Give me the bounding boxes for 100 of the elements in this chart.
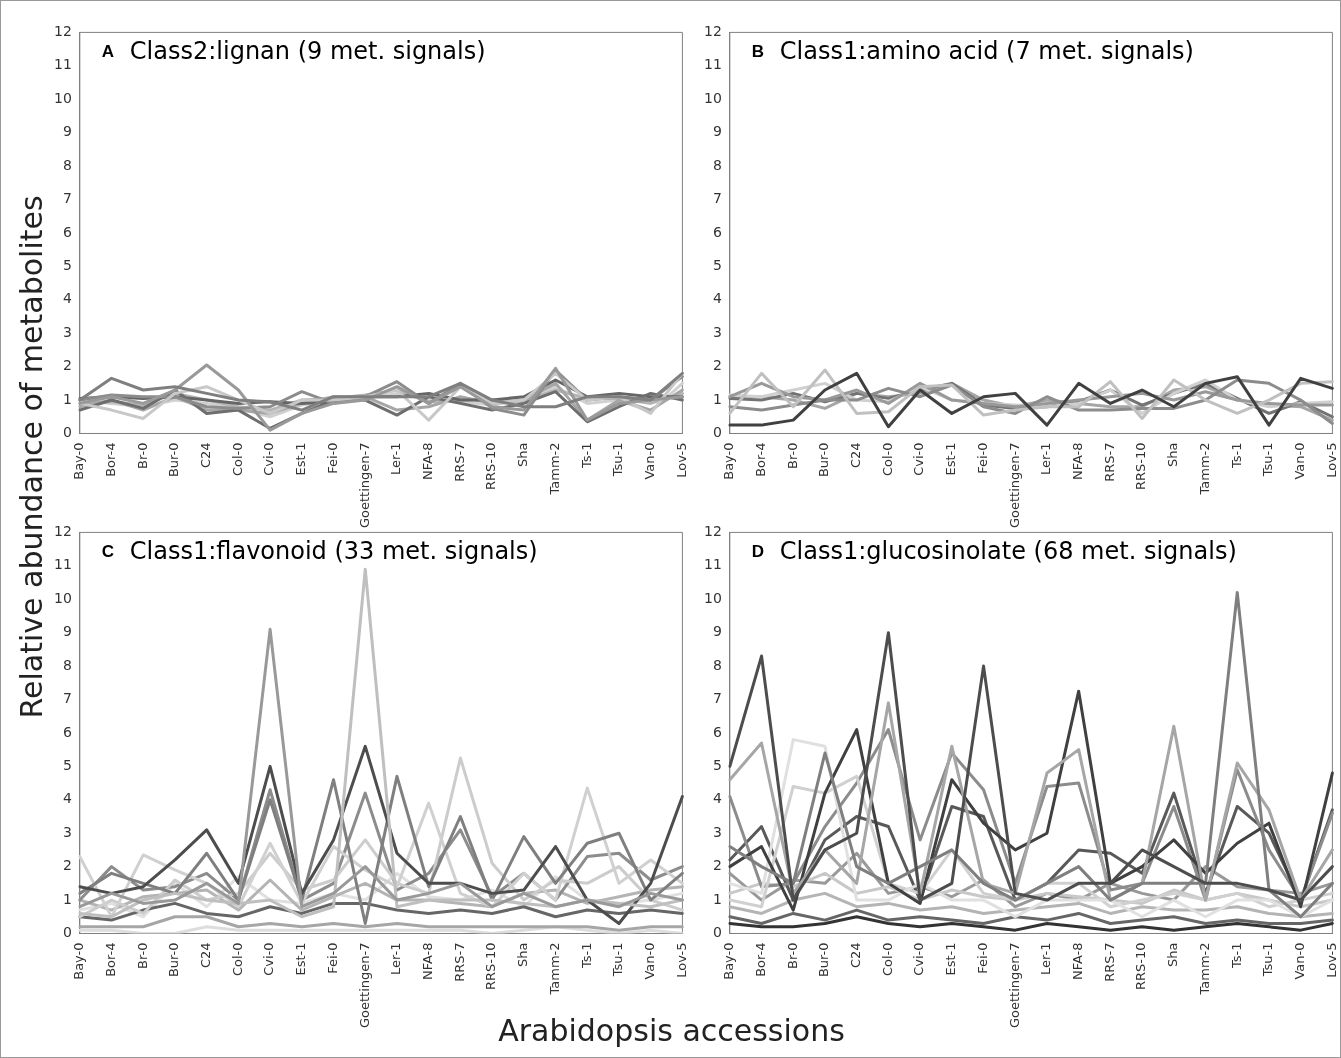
x-tick-label: Van-0 bbox=[642, 442, 658, 480]
x-tick-label: Ler-1 bbox=[1038, 942, 1054, 975]
y-tick-label: 4 bbox=[712, 790, 722, 807]
y-tick-label: 7 bbox=[62, 190, 72, 207]
x-tick-label: Ts-1 bbox=[578, 442, 594, 470]
x-tick-label: Br-0 bbox=[134, 942, 150, 969]
y-tick-label: 1 bbox=[62, 390, 72, 407]
y-tick-label: 6 bbox=[62, 223, 72, 240]
x-tick-label: Cvi-0 bbox=[261, 942, 277, 976]
y-tick-label: 10 bbox=[703, 589, 722, 606]
x-tick-label: C24 bbox=[198, 442, 214, 469]
x-tick-label: RRS-7 bbox=[451, 442, 467, 482]
x-tick-label: Col-0 bbox=[879, 442, 895, 477]
x-tick-label: Tamm-2 bbox=[1196, 942, 1212, 996]
y-tick-label: 11 bbox=[53, 556, 72, 573]
y-tick-label: 2 bbox=[712, 857, 722, 874]
x-tick-label: Br-0 bbox=[784, 442, 800, 469]
x-tick-label: Fei-0 bbox=[974, 442, 990, 474]
x-tick-label: Bor-4 bbox=[102, 942, 118, 977]
x-tick-label: Est-1 bbox=[943, 942, 959, 976]
y-tick-label: 10 bbox=[703, 89, 722, 106]
x-tick-label: Bur-0 bbox=[816, 942, 832, 978]
y-tick-label: 0 bbox=[712, 924, 722, 941]
x-tick-label: Tamm-2 bbox=[546, 442, 562, 496]
x-tick-label: Est-1 bbox=[293, 442, 309, 476]
x-tick-label: Col-0 bbox=[229, 942, 245, 977]
x-tick-label: Tsu-1 bbox=[610, 942, 626, 978]
x-tick-label: Van-0 bbox=[642, 942, 658, 980]
x-tick-label: NFA-8 bbox=[420, 442, 436, 481]
x-tick-label: Fei-0 bbox=[324, 442, 340, 474]
y-tick-label: 12 bbox=[53, 23, 72, 40]
chart-title: C Class1:flavonoid (33 met. signals) bbox=[101, 536, 538, 565]
x-tick-label: Bur-0 bbox=[166, 942, 182, 978]
x-tick-label: RRS-7 bbox=[451, 942, 467, 982]
x-tick-label: Ts-1 bbox=[1228, 442, 1244, 470]
x-tick-label: C24 bbox=[848, 442, 864, 469]
x-tick-label: Br-0 bbox=[134, 442, 150, 469]
x-tick-label: Col-0 bbox=[879, 942, 895, 977]
x-tick-label: Lov-5 bbox=[1323, 942, 1339, 978]
y-tick-label: 0 bbox=[62, 924, 72, 941]
y-tick-label: 9 bbox=[62, 623, 72, 640]
x-tick-label: Ler-1 bbox=[388, 942, 404, 975]
x-axis-title: Arabidopsis accessions bbox=[498, 1013, 845, 1048]
y-tick-label: 3 bbox=[62, 823, 72, 840]
x-tick-label: Col-0 bbox=[229, 442, 245, 477]
x-tick-label: Bay-0 bbox=[721, 942, 737, 980]
y-tick-label: 4 bbox=[712, 290, 722, 307]
y-tick-label: 11 bbox=[703, 56, 722, 73]
y-tick-label: 1 bbox=[62, 890, 72, 907]
x-tick-label: Sha bbox=[515, 942, 531, 967]
y-tick-label: 8 bbox=[712, 656, 722, 673]
x-tick-label: RRS-10 bbox=[483, 442, 499, 491]
x-tick-label: Tsu-1 bbox=[1260, 442, 1276, 478]
x-tick-label: Sha bbox=[515, 442, 531, 467]
x-tick-label: Goettingen-7 bbox=[356, 442, 372, 529]
x-tick-label: Lov-5 bbox=[1323, 442, 1339, 478]
y-tick-label: 9 bbox=[712, 623, 722, 640]
x-tick-label: Lov-5 bbox=[673, 442, 689, 478]
x-tick-label: Bur-0 bbox=[166, 442, 182, 478]
x-tick-label: Bur-0 bbox=[816, 442, 832, 478]
y-tick-label: 1 bbox=[712, 890, 722, 907]
x-tick-label: RRS-7 bbox=[1101, 442, 1117, 482]
x-tick-label: Ts-1 bbox=[1228, 942, 1244, 970]
x-tick-label: RRS-10 bbox=[1133, 942, 1149, 991]
x-tick-label: C24 bbox=[198, 942, 214, 969]
y-tick-label: 6 bbox=[712, 223, 722, 240]
y-tick-label: 3 bbox=[712, 823, 722, 840]
x-tick-label: NFA-8 bbox=[420, 942, 436, 981]
x-tick-label: NFA-8 bbox=[1070, 942, 1086, 981]
x-tick-label: Bor-4 bbox=[752, 942, 768, 977]
y-axis-title: Relative abundance of metabolites bbox=[13, 195, 49, 719]
x-tick-label: Fei-0 bbox=[324, 942, 340, 974]
x-tick-label: Br-0 bbox=[784, 942, 800, 969]
y-tick-label: 6 bbox=[62, 723, 72, 740]
x-tick-label: RRS-10 bbox=[1133, 442, 1149, 491]
y-tick-label: 2 bbox=[62, 357, 72, 374]
y-tick-label: 5 bbox=[62, 757, 72, 773]
x-tick-label: Cvi-0 bbox=[261, 442, 277, 476]
y-tick-label: 8 bbox=[712, 156, 722, 173]
x-tick-label: Ler-1 bbox=[388, 442, 404, 475]
y-tick-label: 10 bbox=[53, 89, 72, 106]
y-tick-label: 0 bbox=[712, 424, 722, 441]
y-tick-label: 7 bbox=[712, 690, 722, 707]
y-tick-label: 11 bbox=[703, 556, 722, 573]
chart-title: D Class1:glucosinolate (68 met. signals) bbox=[751, 536, 1237, 565]
y-tick-label: 8 bbox=[62, 656, 72, 673]
x-tick-label: Tsu-1 bbox=[610, 442, 626, 478]
y-tick-label: 8 bbox=[62, 156, 72, 173]
x-tick-label: Goettingen-7 bbox=[1006, 942, 1022, 1029]
y-tick-label: 5 bbox=[712, 257, 722, 273]
x-tick-label: C24 bbox=[848, 942, 864, 969]
x-tick-label: Bor-4 bbox=[752, 442, 768, 477]
y-tick-label: 6 bbox=[712, 723, 722, 740]
y-tick-label: 12 bbox=[703, 523, 722, 540]
y-tick-label: 10 bbox=[53, 589, 72, 606]
y-tick-label: 0 bbox=[62, 424, 72, 441]
y-tick-label: 1 bbox=[712, 390, 722, 407]
x-tick-label: Bay-0 bbox=[71, 942, 87, 980]
x-tick-label: Sha bbox=[1165, 442, 1181, 467]
y-tick-label: 4 bbox=[62, 290, 72, 307]
